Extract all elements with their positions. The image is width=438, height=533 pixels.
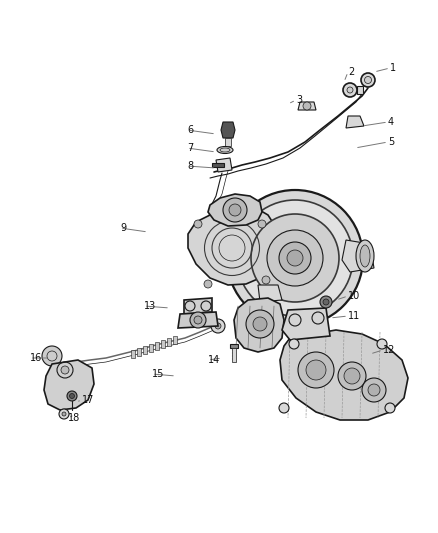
Polygon shape [137, 348, 141, 356]
Circle shape [237, 200, 353, 316]
Polygon shape [178, 312, 218, 328]
Circle shape [385, 403, 395, 413]
Circle shape [303, 102, 311, 110]
Polygon shape [161, 340, 165, 348]
Text: 3: 3 [296, 95, 302, 105]
Polygon shape [44, 360, 94, 410]
Polygon shape [216, 158, 232, 172]
Text: 16: 16 [30, 353, 42, 363]
Polygon shape [234, 298, 284, 352]
Polygon shape [167, 338, 171, 346]
Polygon shape [208, 194, 262, 226]
Polygon shape [221, 122, 235, 138]
Circle shape [42, 346, 62, 366]
Circle shape [211, 319, 225, 333]
Polygon shape [357, 86, 363, 94]
Text: 8: 8 [187, 161, 193, 171]
Circle shape [229, 204, 241, 216]
Circle shape [61, 366, 69, 374]
Ellipse shape [217, 147, 233, 154]
Circle shape [323, 299, 329, 305]
Circle shape [194, 220, 202, 228]
Circle shape [67, 391, 77, 401]
Text: 15: 15 [152, 369, 164, 379]
Circle shape [258, 220, 266, 228]
Circle shape [343, 83, 357, 97]
Text: 7: 7 [187, 143, 193, 153]
Text: 4: 4 [388, 117, 394, 127]
Polygon shape [212, 163, 224, 167]
Text: 5: 5 [388, 137, 394, 147]
Circle shape [362, 378, 386, 402]
Polygon shape [225, 138, 231, 146]
Circle shape [287, 250, 303, 266]
Polygon shape [280, 330, 408, 420]
Circle shape [306, 360, 326, 380]
Circle shape [223, 198, 247, 222]
Ellipse shape [220, 148, 230, 152]
Text: 11: 11 [348, 311, 360, 321]
Polygon shape [155, 342, 159, 350]
Circle shape [215, 323, 221, 329]
Polygon shape [346, 116, 364, 128]
Circle shape [253, 317, 267, 331]
Polygon shape [188, 206, 278, 285]
Circle shape [279, 242, 311, 274]
Circle shape [320, 296, 332, 308]
Polygon shape [258, 285, 282, 302]
Circle shape [338, 362, 366, 390]
Circle shape [368, 384, 380, 396]
Polygon shape [298, 102, 316, 110]
Ellipse shape [360, 245, 370, 267]
Polygon shape [342, 240, 374, 272]
Text: 6: 6 [187, 125, 193, 135]
Polygon shape [173, 336, 177, 344]
Circle shape [251, 214, 339, 302]
Polygon shape [282, 308, 330, 340]
Polygon shape [230, 344, 238, 348]
Circle shape [59, 409, 69, 419]
Polygon shape [232, 348, 236, 362]
Circle shape [298, 352, 334, 388]
Circle shape [289, 339, 299, 349]
Ellipse shape [356, 240, 374, 272]
Text: 9: 9 [120, 223, 126, 233]
Circle shape [279, 403, 289, 413]
Text: 17: 17 [82, 395, 94, 405]
Circle shape [62, 412, 66, 416]
Text: 1: 1 [390, 63, 396, 73]
Circle shape [267, 230, 323, 286]
Text: 13: 13 [144, 301, 156, 311]
Circle shape [344, 368, 360, 384]
Polygon shape [184, 298, 212, 314]
Circle shape [190, 312, 206, 328]
Polygon shape [264, 230, 302, 288]
Polygon shape [143, 346, 147, 354]
Circle shape [361, 73, 375, 87]
Circle shape [246, 310, 274, 338]
Polygon shape [131, 350, 135, 358]
Text: 12: 12 [383, 345, 396, 355]
Circle shape [194, 316, 202, 324]
Polygon shape [149, 344, 153, 352]
Text: 18: 18 [68, 413, 80, 423]
Circle shape [347, 87, 353, 93]
Circle shape [262, 276, 270, 284]
Circle shape [364, 77, 371, 84]
Text: 14: 14 [208, 355, 220, 365]
Text: 2: 2 [348, 67, 354, 77]
Circle shape [70, 393, 74, 399]
Circle shape [377, 339, 387, 349]
Circle shape [227, 190, 363, 326]
Text: 10: 10 [348, 291, 360, 301]
Circle shape [204, 280, 212, 288]
